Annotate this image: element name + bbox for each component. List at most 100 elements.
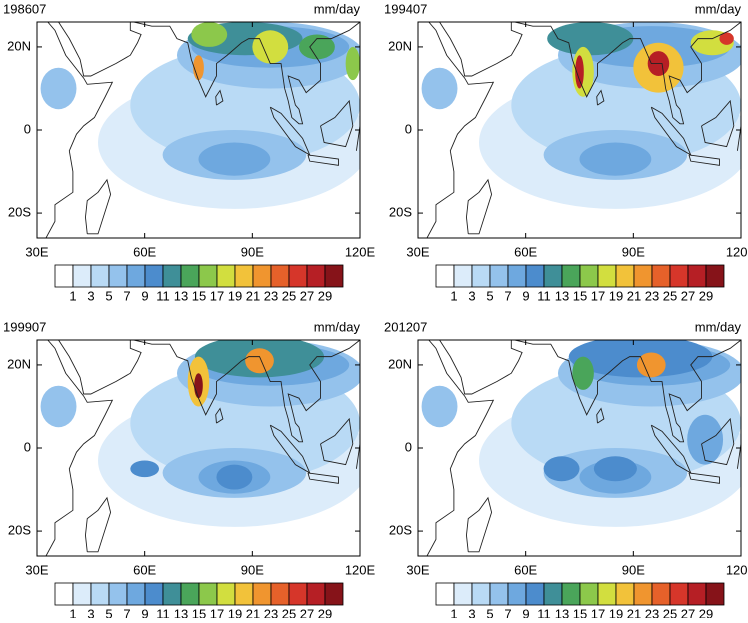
coastline — [465, 496, 493, 553]
map-content — [418, 340, 741, 556]
colorbar-box — [234, 264, 254, 288]
y-tick-label: 0 — [405, 439, 412, 454]
x-tick-label: 60E — [514, 244, 537, 259]
colorbar-label: 17 — [591, 606, 605, 618]
coastline — [688, 154, 720, 166]
colorbar-label: 7 — [123, 606, 130, 618]
colorbar-label: 15 — [192, 606, 206, 618]
colorbar-label: 29 — [318, 606, 332, 618]
colorbar-label: 21 — [246, 606, 260, 618]
precip-area — [216, 464, 253, 490]
y-tick-label: 20S — [389, 205, 412, 220]
colorbar-label: 21 — [246, 288, 260, 303]
coastline — [215, 407, 224, 424]
colorbar-box — [705, 264, 725, 288]
coastline — [307, 154, 339, 166]
colorbar-box — [72, 264, 92, 288]
x-tick-label: 90E — [241, 244, 264, 259]
coastline — [736, 443, 741, 469]
precip-area — [191, 22, 228, 47]
colorbar-box — [144, 582, 164, 606]
coastline — [215, 89, 224, 106]
colorbar-box — [234, 582, 254, 606]
colorbar-box — [597, 264, 617, 288]
x-tick-label: 60E — [133, 562, 156, 577]
y-tick-label: 0 — [24, 121, 31, 136]
precip-area — [547, 22, 634, 56]
x-tick-label: 60E — [133, 244, 156, 259]
colorbar-box — [633, 264, 653, 288]
coastline — [701, 417, 735, 466]
precip-area — [572, 356, 594, 390]
colorbar-box — [324, 264, 344, 288]
colorbar-box — [507, 582, 527, 606]
colorbar-box — [252, 264, 272, 288]
colorbar-label: 19 — [609, 606, 623, 618]
coastline — [320, 417, 354, 466]
y-tick-label: 0 — [405, 121, 412, 136]
colorbar-box — [126, 264, 146, 288]
colorbar-label: 11 — [156, 288, 170, 303]
colorbar-label: 15 — [192, 288, 206, 303]
y-tick-label: 20N — [388, 38, 412, 53]
coastline — [426, 340, 495, 556]
coastline — [701, 99, 735, 148]
coastline — [465, 178, 493, 235]
colorbar-label: 5 — [486, 606, 493, 618]
colorbar-label: 13 — [555, 288, 569, 303]
unit-label: mm/day — [314, 319, 361, 334]
colorbar-box — [435, 582, 455, 606]
colorbar-box — [270, 582, 290, 606]
coastline — [320, 99, 354, 148]
colorbar-label: 23 — [645, 606, 659, 618]
colorbar-box — [198, 264, 218, 288]
colorbar-label: 25 — [282, 606, 296, 618]
precip-area — [252, 30, 289, 64]
colorbar-label: 11 — [537, 606, 551, 618]
colorbar-box — [306, 582, 326, 606]
colorbar-box — [579, 264, 599, 288]
y-tick-label: 20N — [388, 356, 412, 371]
panel-title: 198607 — [3, 1, 46, 16]
coastline — [84, 496, 112, 553]
colorbar-label: 5 — [105, 606, 112, 618]
colorbar-box — [90, 264, 110, 288]
colorbar-box — [615, 264, 635, 288]
map-content — [37, 22, 360, 238]
coastline — [84, 178, 112, 235]
coastline — [133, 340, 360, 443]
y-tick-label: 20S — [389, 523, 412, 538]
coastline — [426, 22, 495, 238]
colorbar-label: 5 — [486, 288, 493, 303]
colorbar-box — [54, 264, 74, 288]
colorbar-box — [615, 582, 635, 606]
colorbar-box — [108, 264, 128, 288]
colorbar-box — [54, 582, 74, 606]
map-content — [37, 340, 360, 556]
colorbar-box — [144, 264, 164, 288]
colorbar-box — [216, 582, 236, 606]
colorbar-label: 23 — [264, 606, 278, 618]
y-tick-label: 0 — [24, 439, 31, 454]
colorbar-label: 19 — [228, 288, 242, 303]
colorbar-box — [489, 582, 509, 606]
coastline — [514, 340, 741, 443]
colorbar-label: 3 — [87, 288, 94, 303]
precip-area — [193, 55, 204, 81]
colorbar-box — [633, 582, 653, 606]
colorbar-label: 9 — [141, 288, 148, 303]
x-tick-label: 120E — [345, 244, 376, 259]
colorbar-box — [561, 264, 581, 288]
precip-area — [579, 142, 652, 176]
panel-title: 199907 — [3, 319, 46, 334]
colorbar-box — [162, 264, 182, 288]
colorbar-label: 3 — [468, 606, 475, 618]
colorbar-label: 1 — [69, 606, 76, 618]
colorbar-label: 1 — [450, 606, 457, 618]
colorbar-box — [687, 264, 707, 288]
colorbar-box — [651, 264, 671, 288]
colorbar-label: 27 — [300, 606, 314, 618]
colorbar-box — [597, 582, 617, 606]
precip-area — [636, 352, 666, 378]
